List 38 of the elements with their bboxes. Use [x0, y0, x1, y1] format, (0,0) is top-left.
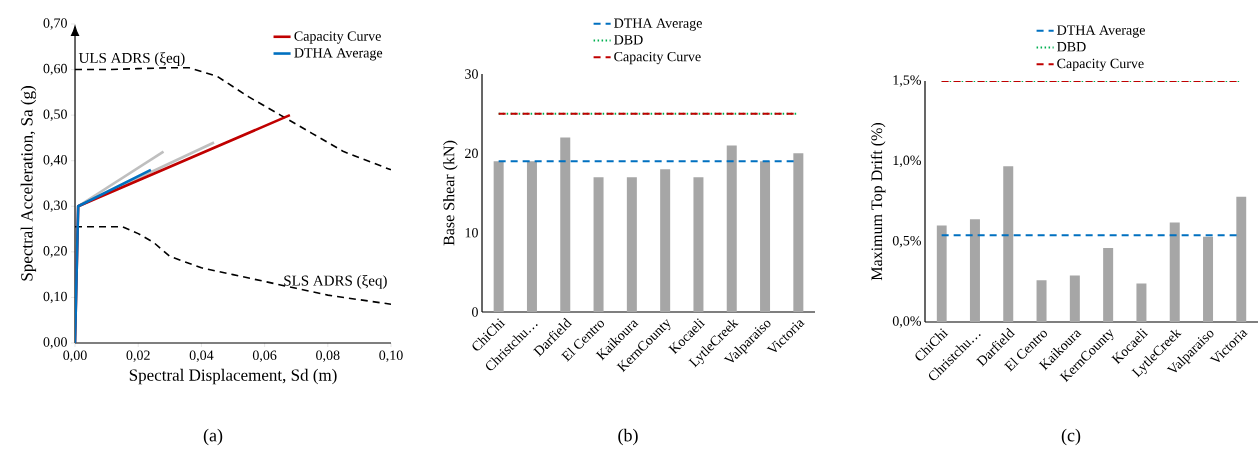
y-tick-label: 0,70 — [43, 18, 67, 30]
legend-label: DBD — [614, 35, 643, 45]
text: (b) — [618, 428, 638, 446]
y-tick-label: 0,20 — [43, 246, 67, 258]
x-tick-label: 0,00 — [63, 350, 87, 362]
legend-label: DTHA Average — [614, 18, 702, 31]
x-tick-label: 0,06 — [252, 350, 277, 362]
x-axis-title: Spectral Displacement, Sd (m) — [129, 368, 337, 385]
y-tick-label: 0,10 — [43, 291, 67, 304]
legend-label: Capacity Curve — [294, 31, 381, 44]
legend-label: ULS ADRS (ξeq) — [78, 52, 185, 67]
y-tick-label: 0,40 — [43, 154, 67, 167]
y-tick-label: 1,5% — [893, 75, 921, 87]
y-axis-title: Base Shear (kN) — [443, 140, 458, 246]
x-tick-label: 0,08 — [316, 350, 340, 362]
y-tick-label: 0,5% — [892, 235, 921, 248]
legend-label: DBD — [1057, 42, 1086, 52]
y-tick-label: 0,50 — [43, 109, 67, 121]
legend-label: Capacity Curve — [614, 51, 701, 65]
y-tick-label: 1,0% — [893, 155, 921, 168]
legend-label: DTHA Average — [1057, 25, 1145, 38]
y-axis-title: Spectral Acceleration, Sa (g) — [20, 86, 37, 281]
y-tick-label: 0,30 — [43, 200, 67, 213]
x-tick-label: 0,02 — [126, 350, 150, 362]
y-tick-label: 0,60 — [43, 63, 67, 76]
series-label: SLS ADRS (ξeq) — [284, 275, 387, 289]
y-tick-label: 0,0% — [892, 316, 921, 328]
y-tick-label: 20 — [465, 148, 478, 159]
text: (a) — [203, 428, 223, 446]
x-tick-label: 0,04 — [189, 350, 214, 362]
y-tick-label: 10 — [465, 227, 478, 238]
legend-label: DTHA Average — [294, 48, 383, 61]
text: (c) — [1061, 428, 1081, 446]
y-axis-title: Maximum Top Drift (%) — [870, 122, 886, 281]
x-tick-label: 0,10 — [379, 350, 403, 362]
legend-label: Capacity Curve — [1057, 58, 1144, 72]
y-tick-label: 0 — [472, 307, 478, 317]
y-tick-label: 30 — [465, 69, 478, 79]
